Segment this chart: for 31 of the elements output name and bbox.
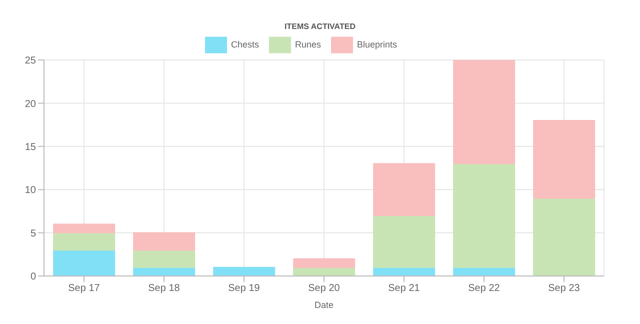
x-tick-label: Sep 18 <box>148 283 180 294</box>
bar <box>213 266 276 276</box>
bar <box>53 232 116 251</box>
x-tick-label: Sep 23 <box>548 283 580 294</box>
legend-label: Chests <box>230 39 259 50</box>
y-tick-label: 5 <box>30 228 36 240</box>
bar <box>533 198 596 276</box>
y-tick-label: 15 <box>24 142 36 153</box>
bar <box>453 163 516 268</box>
x-tick-label: Sep 21 <box>388 283 420 294</box>
y-tick-label: 25 <box>24 56 36 67</box>
bar <box>373 163 436 216</box>
y-tick-label: 20 <box>24 98 36 110</box>
bar <box>373 215 436 268</box>
bar <box>453 60 516 164</box>
bar <box>53 250 116 276</box>
bar <box>533 120 596 199</box>
y-tick-label: 0 <box>30 272 36 283</box>
legend-label: Runes <box>294 39 321 50</box>
x-tick-label: Sep 20 <box>308 283 340 294</box>
x-tick-label: Sep 17 <box>68 283 100 294</box>
chart-title: ITEMS ACTIVATED <box>284 22 356 33</box>
x-tick-label: Sep 19 <box>228 283 260 294</box>
legend-label: Blueprints <box>357 39 398 50</box>
x-tick-label: Sep 22 <box>468 283 500 294</box>
bar <box>53 224 116 234</box>
bar <box>133 250 196 268</box>
bar <box>293 258 356 268</box>
bar <box>133 232 196 251</box>
y-tick-label: 10 <box>24 185 36 196</box>
x-axis-title: Date <box>314 300 334 310</box>
